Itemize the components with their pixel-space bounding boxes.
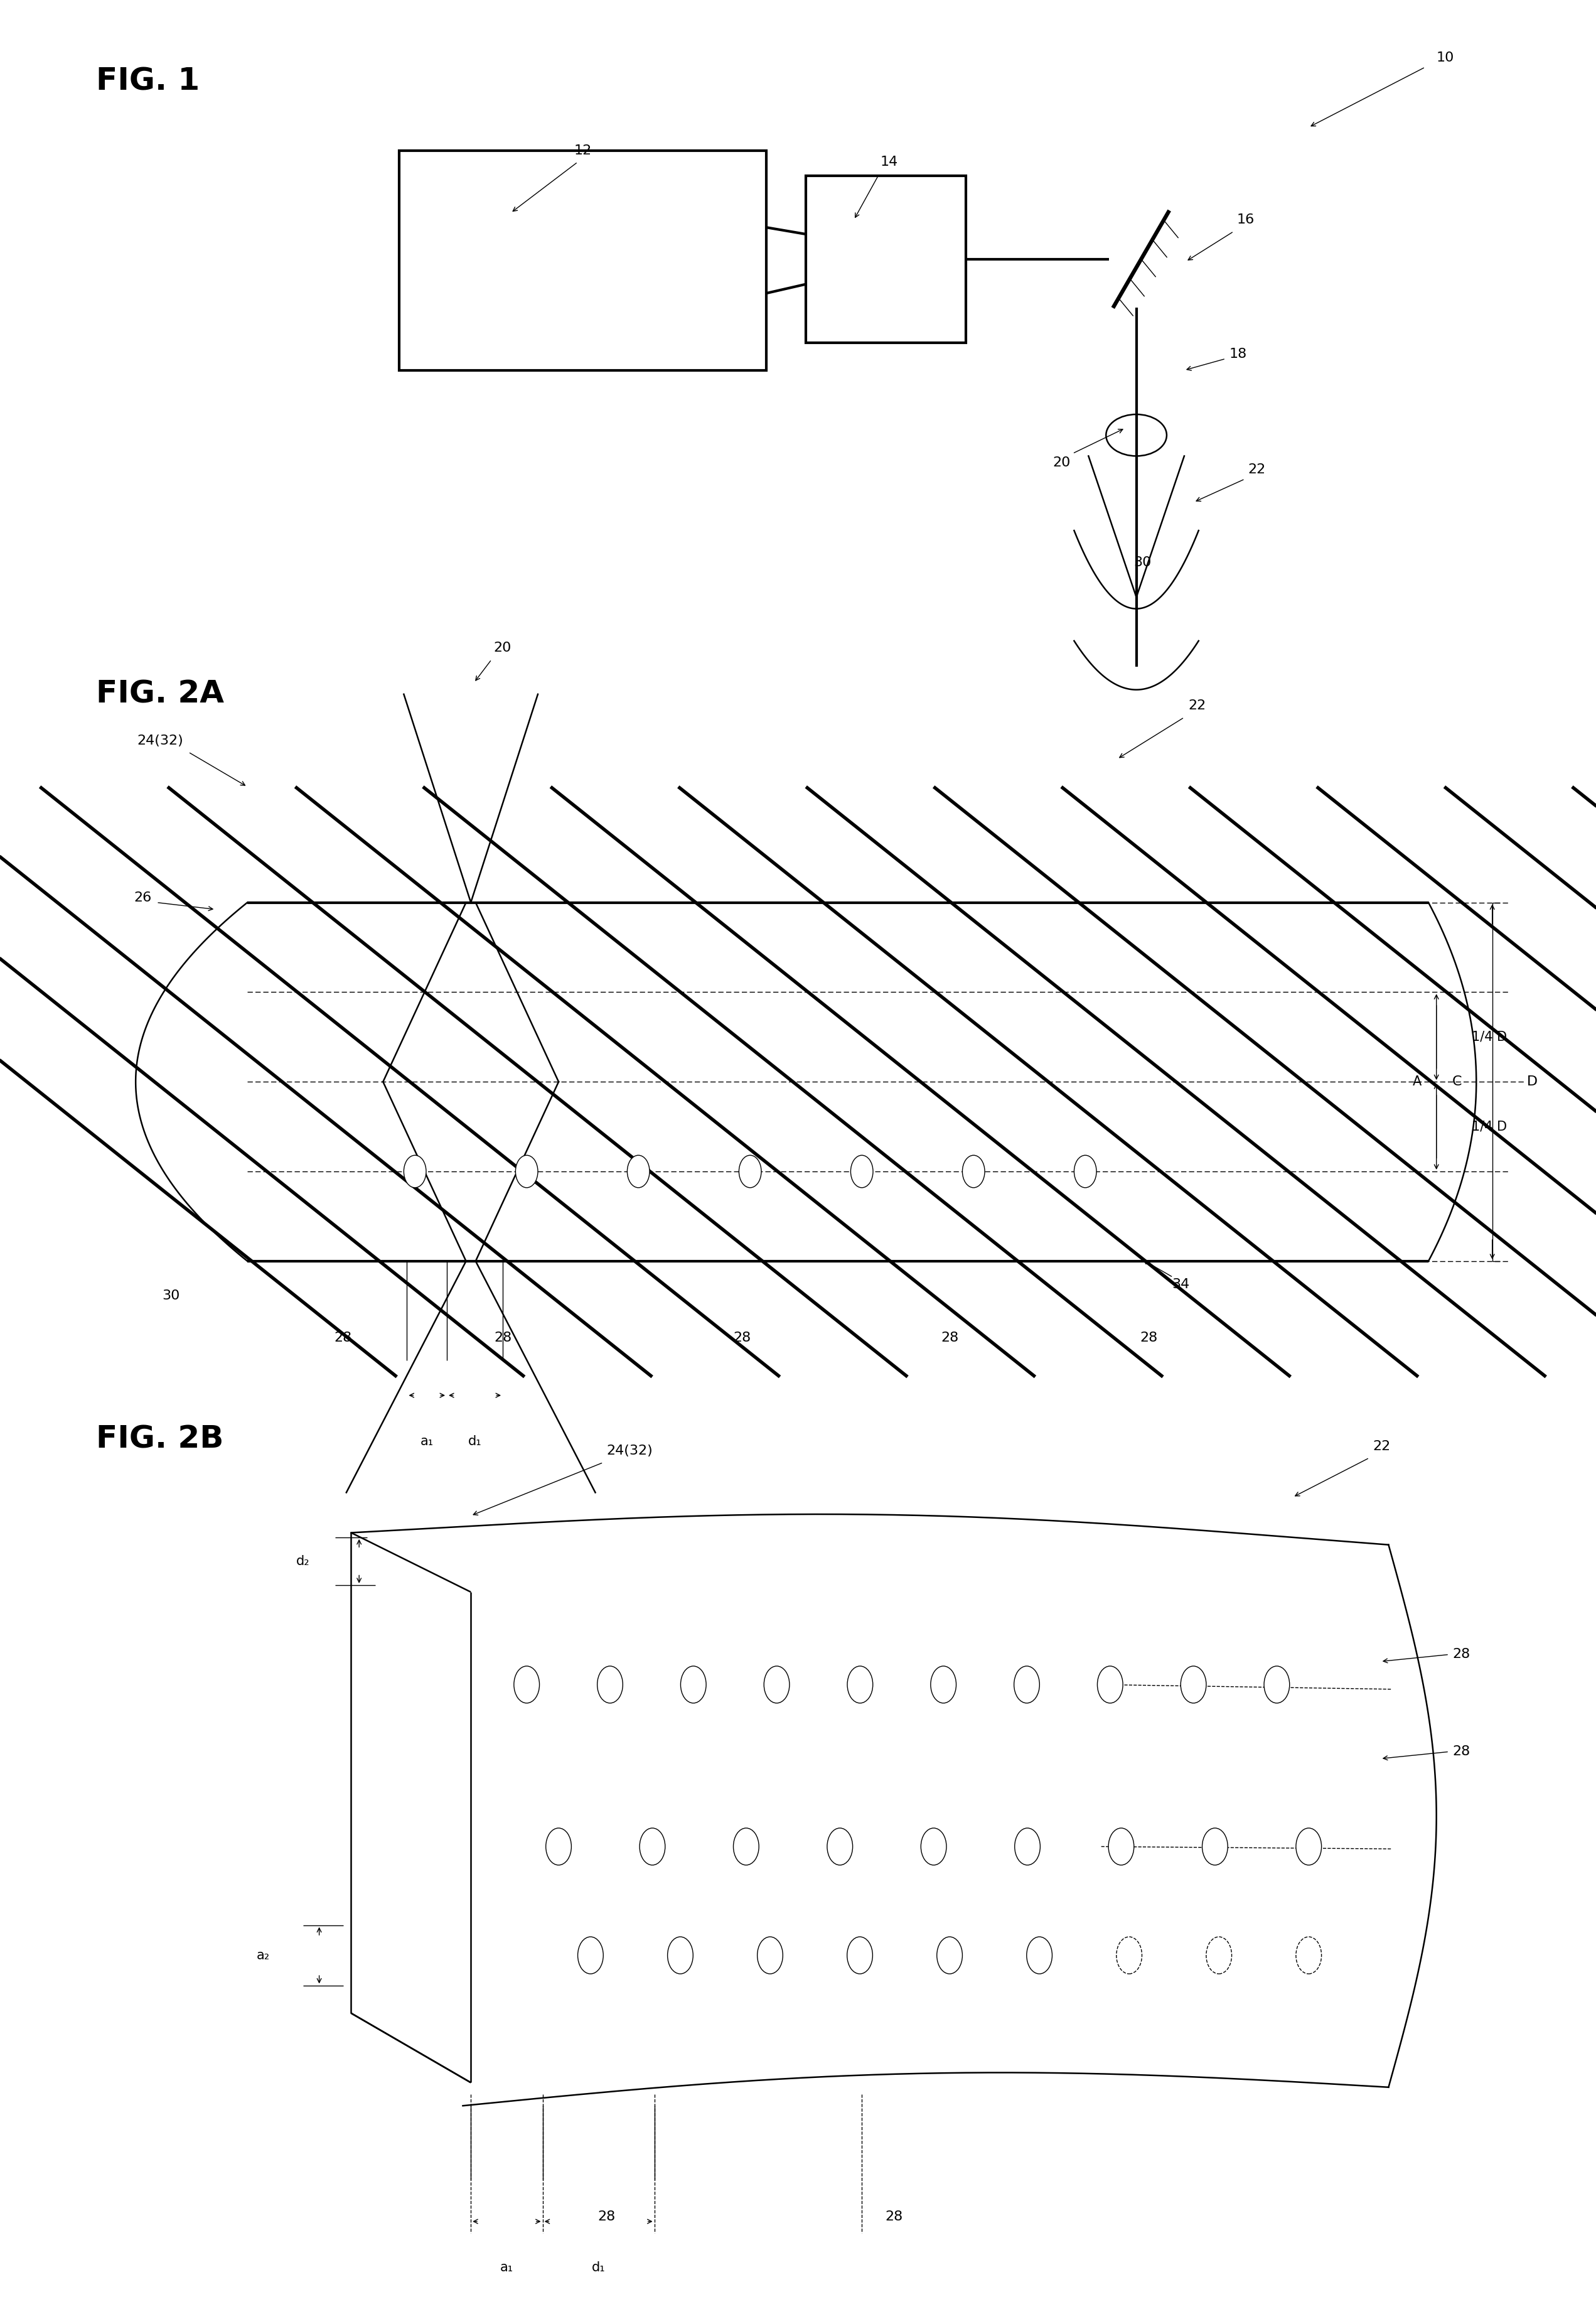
Circle shape [514,1666,539,1703]
Text: 22: 22 [1187,699,1207,713]
Text: 22: 22 [1248,463,1266,477]
Circle shape [733,1828,760,1865]
Circle shape [1108,1828,1133,1865]
Text: 1/4 D: 1/4 D [1472,1120,1507,1134]
Circle shape [546,1828,571,1865]
Text: 16: 16 [1237,213,1254,227]
Circle shape [667,1937,693,1974]
Circle shape [680,1666,705,1703]
Text: a₂: a₂ [257,1948,270,1962]
Circle shape [962,1155,985,1187]
Circle shape [827,1828,852,1865]
Circle shape [1207,1937,1232,1974]
Text: 26: 26 [134,891,152,905]
Text: 28: 28 [597,2210,616,2224]
Text: 24(32): 24(32) [606,1444,653,1458]
Circle shape [1098,1666,1124,1703]
Circle shape [930,1666,956,1703]
Circle shape [764,1666,790,1703]
Circle shape [597,1666,622,1703]
Text: 18: 18 [1229,347,1246,361]
Text: a₁: a₁ [500,2261,514,2275]
Text: 12: 12 [573,143,592,157]
Text: FIG. 2B: FIG. 2B [96,1423,223,1456]
Text: 34: 34 [1171,1277,1191,1291]
Circle shape [578,1937,603,1974]
Circle shape [1202,1828,1227,1865]
Text: 30: 30 [161,1289,180,1303]
Circle shape [847,1666,873,1703]
Text: 28: 28 [1452,1745,1470,1759]
Text: 28: 28 [493,1331,512,1344]
Text: FIG. 1: FIG. 1 [96,65,200,97]
Text: 20: 20 [493,641,512,655]
Circle shape [1264,1666,1290,1703]
Circle shape [627,1155,650,1187]
Text: 28: 28 [1452,1648,1470,1661]
Text: a₁: a₁ [420,1435,434,1449]
Circle shape [1013,1666,1039,1703]
Circle shape [1296,1937,1321,1974]
Text: 30: 30 [1133,555,1152,569]
Text: A: A [1412,1076,1422,1088]
Text: 22: 22 [1373,1439,1390,1453]
Circle shape [1074,1155,1096,1187]
Text: 10: 10 [1436,51,1454,65]
Bar [399,150,766,370]
Text: d₁: d₁ [468,1435,482,1449]
Text: 1/4 D: 1/4 D [1472,1030,1507,1044]
Circle shape [757,1937,782,1974]
Circle shape [847,1937,873,1974]
Text: d₂: d₂ [297,1555,310,1567]
Text: 24(32): 24(32) [137,734,184,747]
Circle shape [851,1155,873,1187]
Text: 20: 20 [1052,456,1071,470]
Text: 28: 28 [884,2210,903,2224]
Text: C: C [1452,1076,1462,1088]
Circle shape [937,1937,962,1974]
Circle shape [1026,1937,1052,1974]
Text: 28: 28 [334,1331,353,1344]
Circle shape [640,1828,666,1865]
Text: d₁: d₁ [592,2261,605,2275]
Circle shape [1015,1828,1041,1865]
Circle shape [1181,1666,1207,1703]
Text: D: D [1527,1076,1537,1088]
Text: 28: 28 [1140,1331,1159,1344]
Circle shape [1117,1937,1143,1974]
Bar [806,176,966,342]
Text: 28: 28 [733,1331,752,1344]
Text: FIG. 2A: FIG. 2A [96,678,223,710]
Circle shape [1296,1828,1321,1865]
Circle shape [921,1828,946,1865]
Circle shape [516,1155,538,1187]
Text: 14: 14 [879,155,899,169]
Text: 28: 28 [940,1331,959,1344]
Circle shape [739,1155,761,1187]
Circle shape [404,1155,426,1187]
